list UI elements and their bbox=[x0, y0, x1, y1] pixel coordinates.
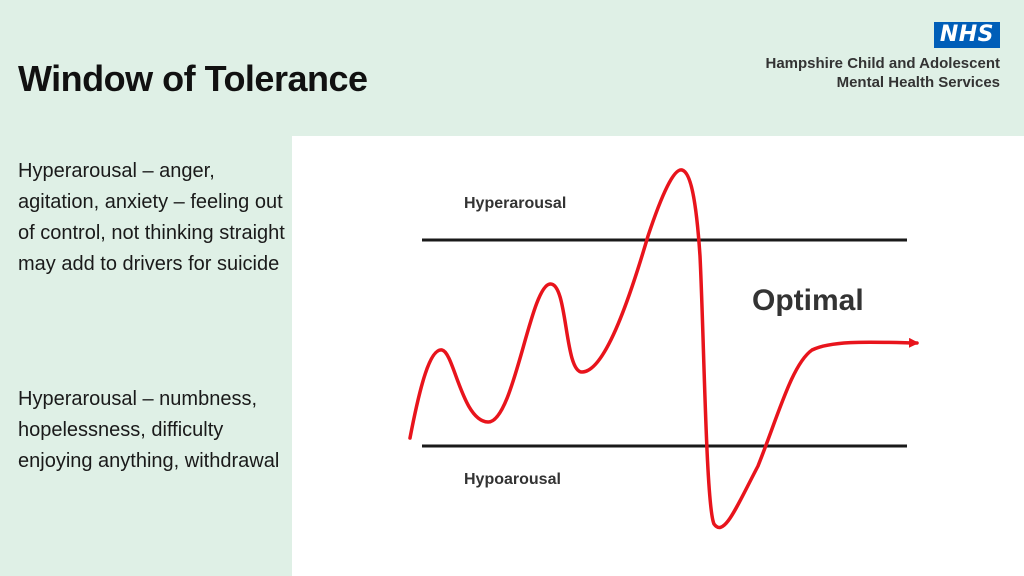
org-name-line-2: Mental Health Services bbox=[836, 74, 1000, 91]
side-text: Hyperarousal – anger, agitation, anxiety… bbox=[18, 156, 288, 472]
hypoarousal-description: Hyperarousal – numbness, hopelessness, d… bbox=[18, 388, 280, 472]
slide-title: Window of Tolerance bbox=[18, 58, 368, 99]
nhs-badge: NHS bbox=[933, 22, 1000, 48]
arousal-curve bbox=[408, 168, 919, 530]
window-of-tolerance-diagram: Hyperarousal Optimal Hypoarousal bbox=[408, 168, 919, 530]
hyperarousal-label: Hyperarousal bbox=[464, 195, 566, 212]
diagram-panel: Hyperarousal Optimal Hypoarousal bbox=[292, 136, 1024, 576]
nhs-logo: NHS Hampshire Child and Adolescent Menta… bbox=[765, 22, 1001, 92]
org-name-line-1: Hampshire Child and Adolescent bbox=[765, 55, 1001, 72]
hyperarousal-description: Hyperarousal – anger, agitation, anxiety… bbox=[18, 160, 285, 275]
optimal-label: Optimal bbox=[752, 284, 864, 317]
hypoarousal-label: Hypoarousal bbox=[464, 471, 561, 488]
